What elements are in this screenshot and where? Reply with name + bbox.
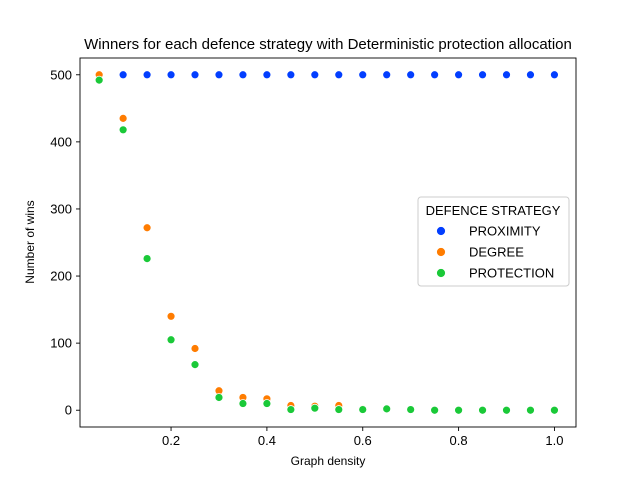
legend-items: PROXIMITY DEGREE PROTECTION [436, 224, 554, 281]
point-protection-14 [430, 405, 440, 415]
point-proximity-1 [118, 70, 128, 80]
legend-label-proximity: PROXIMITY [469, 224, 541, 239]
y-tick-label: 500 [50, 67, 72, 82]
legend-label-protection: PROTECTION [469, 266, 554, 281]
point-proximity-5 [214, 70, 224, 80]
x-tick-label: 1.0 [545, 433, 563, 448]
point-protection-1 [118, 125, 128, 135]
point-protection-12 [382, 404, 392, 414]
point-proximity-9 [310, 70, 320, 80]
point-proximity-8 [286, 70, 296, 80]
point-degree-1 [118, 113, 128, 123]
point-proximity-18 [526, 70, 535, 80]
y-axis-ticks: 0 100 200 300 400 500 [50, 67, 80, 418]
point-protection-3 [166, 335, 176, 345]
point-protection-18 [526, 405, 535, 415]
point-proximity-13 [406, 70, 416, 80]
point-proximity-17 [502, 70, 511, 80]
legend-marker-protection [436, 268, 446, 278]
point-proximity-6 [238, 70, 248, 80]
point-protection-4 [190, 360, 200, 370]
x-tick-label: 0.8 [450, 433, 468, 448]
point-protection-16 [478, 405, 487, 415]
point-degree-4 [190, 344, 200, 353]
x-tick-label: 0.6 [354, 433, 372, 448]
x-tick-label: 0.4 [258, 433, 276, 448]
y-tick-label: 100 [50, 336, 72, 351]
legend-marker-degree [436, 247, 446, 257]
point-proximity-10 [334, 70, 344, 80]
point-protection-0 [94, 75, 104, 85]
legend-title: DEFENCE STRATEGY [426, 203, 561, 218]
point-protection-13 [406, 405, 416, 414]
point-protection-7 [262, 399, 272, 408]
point-proximity-2 [142, 70, 152, 80]
point-degree-2 [142, 223, 152, 233]
x-axis-label: Graph density [291, 454, 366, 468]
point-proximity-14 [430, 70, 440, 80]
x-axis-ticks: 0.2 0.4 0.6 0.8 1.0 [162, 427, 563, 448]
point-proximity-19 [550, 70, 559, 80]
point-proximity-7 [262, 70, 272, 80]
point-proximity-4 [190, 70, 200, 80]
y-tick-label: 200 [50, 269, 72, 284]
point-protection-10 [334, 405, 344, 414]
point-protection-6 [238, 399, 248, 408]
legend-marker-proximity [436, 226, 446, 236]
point-proximity-12 [382, 70, 392, 80]
point-proximity-15 [454, 70, 463, 80]
point-degree-3 [166, 311, 176, 321]
point-protection-2 [142, 254, 152, 264]
point-proximity-3 [166, 70, 176, 80]
x-tick-label: 0.2 [162, 433, 180, 448]
point-protection-5 [214, 393, 224, 402]
legend-label-degree: DEGREE [469, 245, 524, 260]
legend-box [417, 196, 570, 287]
point-proximity-16 [478, 70, 487, 80]
point-protection-8 [286, 405, 296, 414]
y-axis-label: Number of wins [23, 200, 37, 283]
chart-title: Winners for each defence strategy with D… [84, 36, 572, 53]
plot-frame [79, 57, 577, 428]
point-protection-9 [310, 403, 320, 413]
point-protection-15 [454, 405, 463, 415]
point-protection-11 [358, 405, 368, 414]
point-protection-19 [550, 405, 559, 415]
point-proximity-11 [358, 70, 368, 80]
y-tick-label: 400 [50, 134, 72, 149]
y-tick-label: 0 [65, 403, 72, 418]
data-points [94, 70, 559, 415]
point-protection-17 [502, 405, 511, 415]
legend: DEFENCE STRATEGY PROXIMITY DEGREE PROTECTI… [417, 196, 570, 287]
y-tick-label: 300 [50, 201, 72, 216]
